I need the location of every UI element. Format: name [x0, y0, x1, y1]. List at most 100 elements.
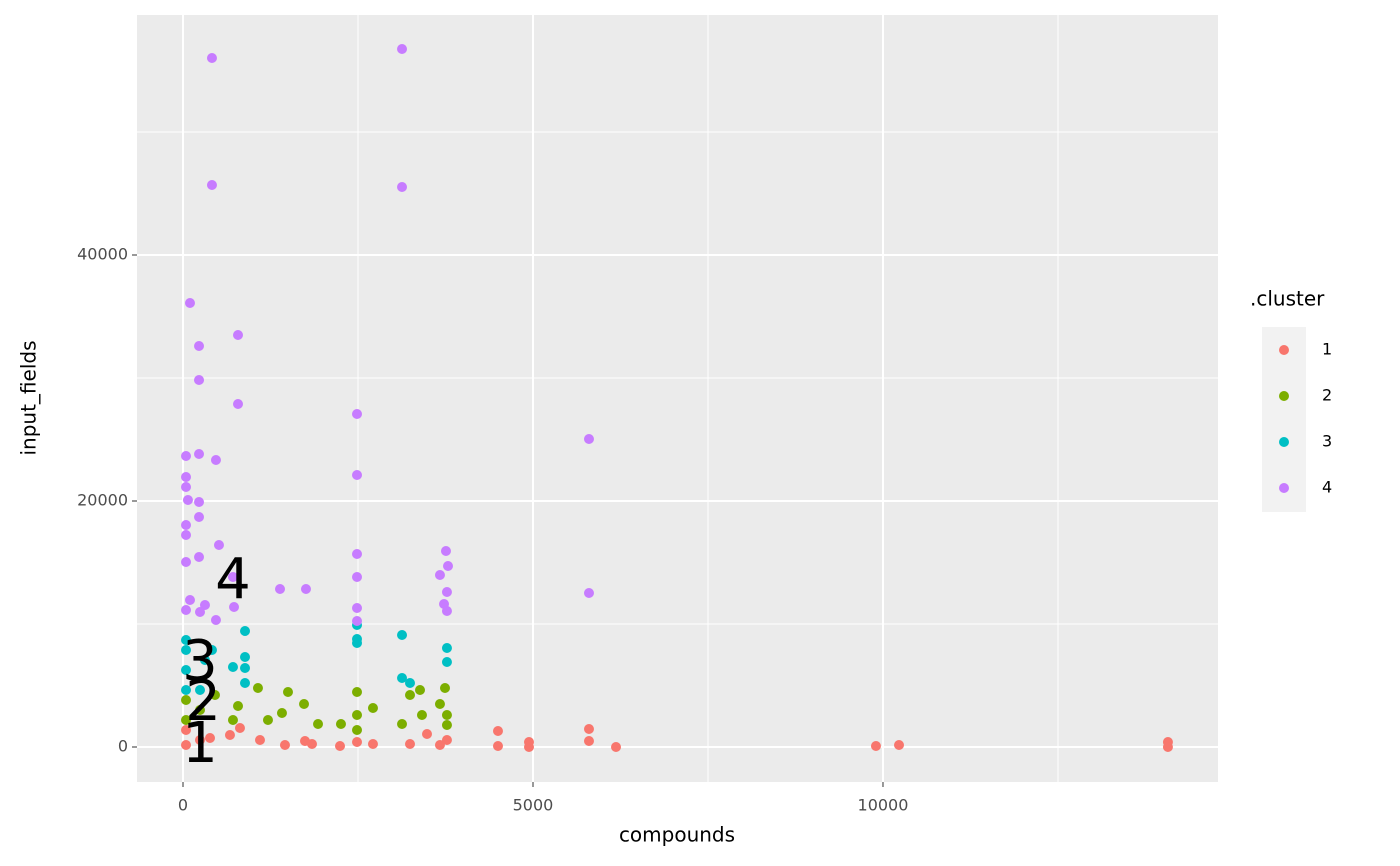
point — [440, 545, 451, 556]
point — [194, 340, 205, 351]
point — [199, 654, 210, 665]
point — [352, 736, 363, 747]
point — [233, 700, 244, 711]
legend-key — [1279, 391, 1289, 401]
point — [352, 686, 363, 697]
point — [367, 738, 378, 749]
point — [397, 672, 408, 683]
point — [194, 448, 205, 459]
point — [184, 594, 195, 605]
point — [416, 709, 427, 720]
point — [240, 677, 251, 688]
y-axis-title: input_fields — [17, 340, 41, 455]
legend-title: .cluster — [1250, 287, 1325, 311]
point — [180, 694, 191, 705]
point — [282, 686, 293, 697]
point — [334, 740, 345, 751]
y-tick-label: 20000 — [77, 490, 128, 509]
point — [194, 606, 205, 617]
point — [194, 734, 205, 745]
point — [233, 398, 244, 409]
plot-panel — [137, 15, 1218, 782]
point — [182, 494, 193, 505]
point — [194, 704, 205, 715]
point — [441, 605, 452, 616]
point — [210, 614, 221, 625]
point — [180, 471, 191, 482]
legend-label: 3 — [1322, 432, 1332, 451]
point — [279, 739, 290, 750]
point — [262, 714, 273, 725]
legend-background — [1262, 327, 1306, 512]
point — [441, 709, 452, 720]
point — [441, 719, 452, 730]
point — [206, 179, 217, 190]
point — [397, 43, 408, 54]
point — [583, 587, 594, 598]
legend-label: 4 — [1322, 478, 1332, 497]
point — [180, 739, 191, 750]
point — [240, 625, 251, 636]
point — [583, 735, 594, 746]
point — [180, 529, 191, 540]
point — [352, 548, 363, 559]
point — [352, 709, 363, 720]
point — [443, 561, 454, 572]
point — [434, 569, 445, 580]
legend-label: 2 — [1322, 386, 1332, 405]
point — [233, 329, 244, 340]
point — [415, 684, 426, 695]
point — [335, 718, 346, 729]
x-axis-title: compounds — [619, 823, 735, 847]
point — [352, 637, 363, 648]
point — [422, 728, 433, 739]
point — [404, 677, 415, 688]
point — [894, 739, 905, 750]
legend-label: 1 — [1322, 340, 1332, 359]
point — [300, 583, 311, 594]
point — [180, 664, 191, 675]
point — [367, 702, 378, 713]
cluster-label: 1 — [182, 711, 218, 776]
point — [199, 599, 210, 610]
point — [209, 689, 220, 700]
point — [404, 738, 415, 749]
y-tick-label: 0 — [118, 736, 128, 755]
point — [439, 682, 450, 693]
point — [180, 481, 191, 492]
point — [352, 469, 363, 480]
point — [194, 511, 205, 522]
point — [397, 718, 408, 729]
point — [275, 583, 286, 594]
y-tick-label: 40000 — [77, 244, 128, 263]
point — [583, 433, 594, 444]
point — [441, 642, 452, 653]
point — [299, 698, 310, 709]
point — [234, 722, 245, 733]
point — [397, 182, 408, 193]
point — [210, 454, 221, 465]
x-tick-label: 10000 — [858, 796, 909, 815]
point — [276, 707, 287, 718]
legend-key — [1279, 437, 1289, 447]
point — [194, 375, 205, 386]
point — [583, 723, 594, 734]
point — [434, 739, 445, 750]
point — [206, 53, 217, 64]
point — [240, 651, 251, 662]
point — [194, 684, 205, 695]
point — [441, 734, 452, 745]
x-tick-label: 0 — [178, 796, 188, 815]
point — [397, 629, 408, 640]
point — [227, 571, 238, 582]
point — [180, 714, 191, 725]
point — [180, 724, 191, 735]
point — [441, 586, 452, 597]
point — [227, 661, 238, 672]
cluster-label: 2 — [185, 669, 221, 734]
point — [205, 732, 216, 743]
point — [313, 718, 324, 729]
point — [180, 644, 191, 655]
point — [180, 556, 191, 567]
